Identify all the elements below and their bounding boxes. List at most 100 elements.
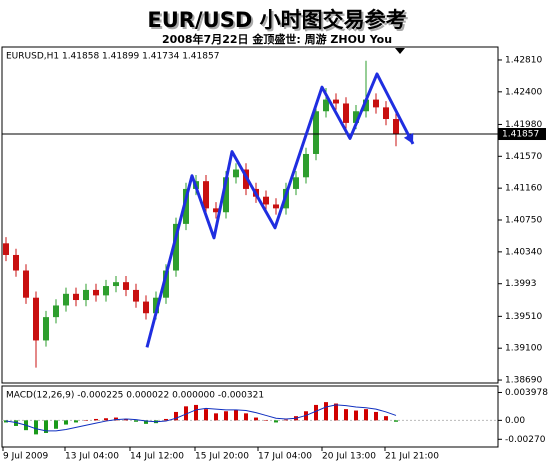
candle-body [343, 103, 349, 123]
candle-body [13, 254, 19, 271]
macd-bar [54, 420, 58, 429]
candle-body [173, 223, 179, 271]
candle-body [103, 286, 109, 296]
candle-body [23, 270, 29, 298]
x-tick-label: 9 Jul 2009 [3, 452, 48, 462]
candle-body [53, 305, 59, 318]
macd-bar [354, 410, 358, 421]
candle-body [233, 169, 239, 178]
candle-body [163, 270, 169, 298]
macd-bar [364, 409, 368, 421]
y-tick-label: 1.38690 [505, 376, 542, 386]
macd-bar [184, 406, 188, 421]
macd-bar [314, 404, 318, 421]
macd-bar [204, 409, 208, 421]
candle-body [223, 177, 229, 213]
macd-bar [224, 411, 228, 421]
macd-bar [274, 420, 278, 423]
candle-body [83, 289, 89, 301]
macd-bar [104, 418, 108, 421]
x-tick-label: 21 Jul 21:00 [385, 452, 439, 462]
x-tick-label: 13 Jul 04:00 [65, 452, 119, 462]
macd-bar [344, 409, 348, 421]
y-tick-label: 1.41160 [505, 184, 542, 194]
macd-bar [194, 404, 198, 421]
macd-y-tick-label: 0.00 [505, 416, 525, 426]
macd-bar [214, 413, 218, 421]
candle-body [153, 297, 159, 314]
candle-body [133, 289, 139, 302]
x-tick-label: 15 Jul 20:00 [195, 452, 249, 462]
candle-body [383, 107, 389, 120]
macd-bar [14, 420, 18, 426]
x-tick-label: 14 Jul 12:00 [130, 452, 184, 462]
x-tick-label: 20 Jul 13:00 [322, 452, 376, 462]
macd-bar [44, 420, 48, 433]
candle-body [3, 243, 9, 255]
macd-bar [84, 420, 88, 421]
candle-body [273, 204, 279, 209]
macd-bar [384, 416, 388, 421]
y-tick-label: 1.41980 [505, 120, 542, 130]
candle-body [313, 111, 319, 154]
candle-body [33, 297, 39, 341]
chart-subtitle: 2008年7月22日 金顶盛世: 周游 ZHOU You [162, 32, 392, 46]
y-tick-label: 1.41570 [505, 152, 542, 162]
y-tick-label: 1.40340 [505, 247, 542, 257]
candle-body [333, 99, 339, 104]
macd-bar [324, 402, 328, 421]
y-tick-label: 1.40750 [505, 216, 542, 226]
macd-bar [394, 420, 398, 422]
candle-body [263, 196, 269, 205]
y-tick-label: 1.3993 [505, 279, 537, 289]
y-tick-label: 1.42810 [505, 55, 542, 65]
candle-body [393, 119, 399, 134]
chart-title-shadow: EUR/USD 小时图交易参考 [149, 10, 408, 34]
y-tick-label: 1.39510 [505, 312, 542, 322]
candle-body [43, 317, 49, 341]
macd-bar [254, 417, 258, 421]
y-tick-label: 1.42400 [505, 87, 542, 97]
macd-bar [284, 419, 288, 421]
macd-panel [1, 385, 499, 448]
macd-bar [144, 420, 148, 424]
last-price-label: 1.41857 [502, 130, 539, 140]
macd-bar [134, 420, 138, 422]
macd-bar [264, 420, 268, 421]
candle-body [373, 99, 379, 108]
x-tick-label: 17 Jul 04:00 [258, 452, 312, 462]
candle-body [113, 282, 119, 287]
macd-signal [5, 404, 397, 432]
candle-body [73, 293, 79, 301]
macd-bar [334, 403, 338, 421]
macd-bar [64, 420, 68, 425]
last-price-box [498, 128, 546, 141]
macd-bar [374, 411, 378, 421]
macd-y-tick-label: -0.00270 [505, 435, 546, 445]
y-tick-label: 1.39100 [505, 344, 542, 354]
candle-body [203, 181, 209, 209]
macd-bar [234, 409, 238, 421]
macd-bar [174, 411, 178, 421]
chart-title: EUR/USD 小时图交易参考 [147, 8, 406, 32]
macd-label: MACD(12,26,9) -0.000225 0.000022 0.00000… [6, 391, 264, 401]
macd-bar [124, 418, 128, 421]
candle-body [293, 177, 299, 189]
candle-body [93, 289, 99, 296]
macd-bar [34, 420, 38, 435]
zigzag-arrow [403, 132, 414, 144]
candle-body [183, 188, 189, 224]
candle-body [303, 153, 309, 178]
macd-bar [114, 417, 118, 421]
zigzag-line [145, 72, 415, 348]
candle-body [363, 99, 369, 112]
candle-body [323, 99, 329, 112]
macd-bar [164, 418, 168, 421]
macd-bar [74, 420, 78, 423]
shift-marker [395, 48, 405, 54]
candle-body [63, 293, 69, 306]
macd-bar [94, 418, 98, 421]
candle-body [213, 208, 219, 213]
macd-y-tick-label: 0.003978 [505, 388, 548, 398]
